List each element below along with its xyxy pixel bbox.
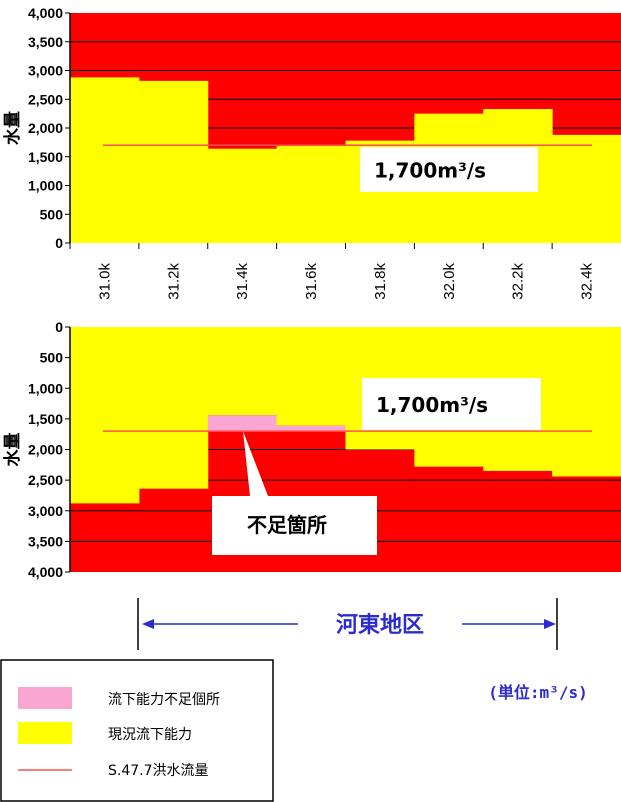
unit-label: (単位:m³/s) [488,683,587,702]
legend-label-capacity: 現況流下能力 [108,727,192,743]
capacity-bar [138,327,209,489]
capacity-bar [552,134,621,243]
district-range: 河東地区 [137,598,558,650]
y-axis-label: 水量 [2,433,23,467]
shortage-bar [276,425,346,432]
shortage-bar [207,415,278,432]
x-tick-label: 31.6k [303,263,320,300]
y-tick-label: 3,000 [28,503,63,519]
capacity-bar [207,327,278,416]
flow-callout-box [362,378,541,430]
y-tick-label: 2,500 [28,91,63,107]
capacity-bar [70,77,140,244]
y-tick-label: 1,000 [28,380,63,396]
y-tick-label: 500 [40,206,64,222]
y-tick-label: 2,500 [28,472,63,488]
legend-label-flood: S.47.7洪水流量 [108,763,209,779]
y-tick-label: 2,000 [28,442,63,458]
flow-callout-label: 1,700m³/s [376,393,488,417]
x-tick-label: 31.8k [372,263,389,300]
y-tick-label: 3,000 [28,63,63,79]
district-label: 河東地区 [336,613,424,638]
upper-chart: 0 500 1,000 1,500 2,000 2,500 3,000 3,500 4,000 水… [2,5,621,251]
y-tick-label: 3,500 [28,533,63,549]
capacity-bar [276,145,346,243]
x-tick-label: 32.2k [510,263,527,300]
y-tick-label: 1,500 [28,149,63,165]
y-tick-label: 0 [55,319,63,335]
capacity-bar [138,80,209,243]
x-tick-label: 32.0k [441,263,458,300]
y-tick-label: 2,000 [28,120,63,136]
capacity-bar [552,327,621,477]
range-arrowhead-right [544,619,556,629]
flow-callout-box [360,147,538,192]
y-tick-label: 1,500 [28,411,63,427]
legend-swatch-capacity [18,722,72,744]
x-tick-label: 31.2k [165,263,182,300]
capacity-bar [70,327,140,504]
x-axis-labels: 31.0k 31.2k 31.4k 31.6k 31.8k 32.0k 32.2k 32.4k [69,243,596,300]
flow-callout-label: 1,700m³/s [374,159,486,183]
capacity-bar [207,148,278,243]
y-tick-label: 3,500 [28,34,63,50]
shortage-callout-label: 不足箇所 [247,513,327,537]
lower-chart: 0 500 1,000 1,500 2,000 2,500 3,000 3,500 4,000 水… [2,319,621,580]
y-tick-label: 1,000 [28,178,63,194]
y-tick-label: 500 [40,350,64,366]
legend: 流下能力不足個所 現況流下能力 S.47.7洪水流量 [0,659,274,802]
shortage-callout-box [212,496,377,555]
legend-label-shortage: 流下能力不足個所 [108,692,220,708]
y-tick-label: 0 [55,235,63,251]
shortage-callout-pointer [243,431,268,496]
y-tick-label: 4,000 [28,5,63,21]
capacity-bar [276,327,346,426]
range-arrowhead-left [142,619,154,629]
x-tick-label: 31.0k [96,263,113,300]
y-tick-label: 4,000 [28,564,63,580]
x-tick-label: 32.4k [579,263,596,300]
y-axis-label: 水量 [2,111,23,145]
x-tick-label: 31.4k [234,263,251,300]
legend-swatch-shortage [18,687,72,709]
